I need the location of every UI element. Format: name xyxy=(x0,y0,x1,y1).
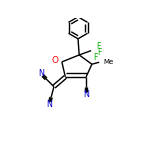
Text: F: F xyxy=(93,53,98,62)
Text: F: F xyxy=(96,42,101,51)
Text: F: F xyxy=(97,48,102,57)
Text: N: N xyxy=(83,90,89,99)
Text: Me: Me xyxy=(103,59,113,65)
Text: N: N xyxy=(38,69,44,78)
Text: O: O xyxy=(52,56,59,65)
Text: N: N xyxy=(46,100,52,109)
